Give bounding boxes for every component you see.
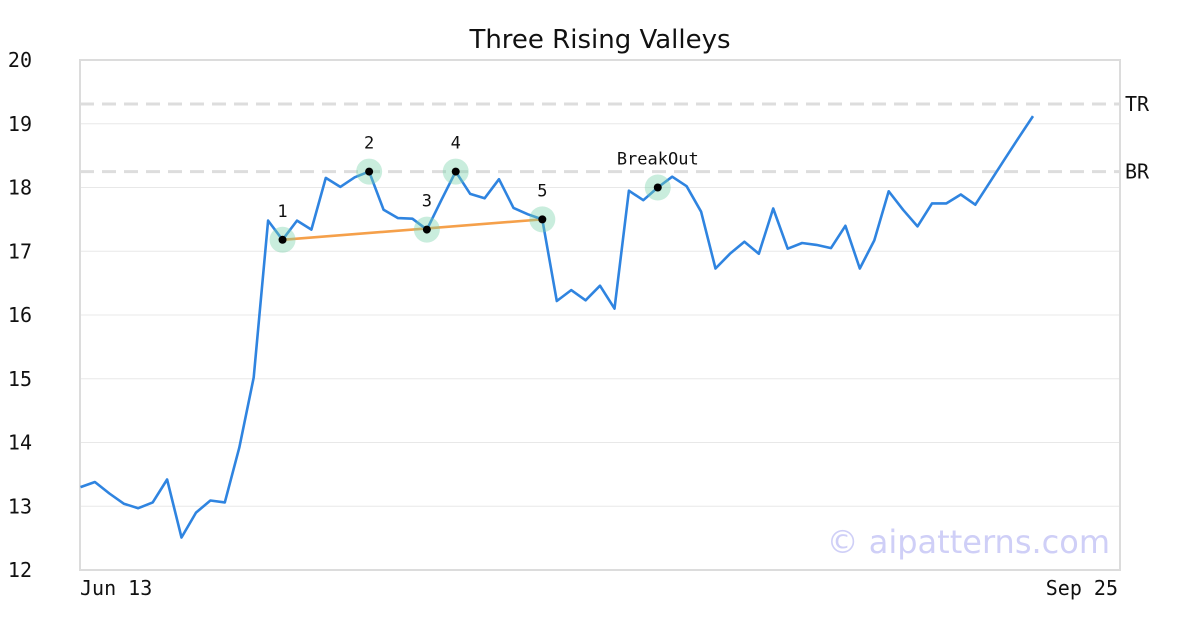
x-tick-label: Jun 13 xyxy=(80,576,152,600)
marker-dot-4 xyxy=(451,167,460,176)
marker-label-breakout: BreakOut xyxy=(617,150,699,170)
reference-label-tr: TR xyxy=(1125,92,1150,116)
marker-label-5: 5 xyxy=(537,181,547,201)
grid xyxy=(80,123,1120,507)
watermark: © aipatterns.com xyxy=(827,523,1110,561)
price-line xyxy=(80,115,1035,539)
marker-label-3: 3 xyxy=(422,192,432,212)
marker-label-4: 4 xyxy=(451,134,461,154)
y-tick-label: 20 xyxy=(8,48,32,72)
price-series xyxy=(80,115,1035,539)
marker-label-1: 1 xyxy=(277,202,287,222)
reference-lines: TR BR xyxy=(80,92,1150,184)
y-axis-ticks: 12 13 14 15 16 17 18 19 20 xyxy=(8,48,32,582)
y-tick-label: 13 xyxy=(8,494,32,518)
plot-frame xyxy=(79,59,1121,571)
x-axis-ticks: Jun 13 Sep 25 xyxy=(80,576,1118,600)
y-tick-label: 15 xyxy=(8,367,32,391)
marker-dot-2 xyxy=(365,167,374,176)
y-tick-label: 14 xyxy=(8,431,32,455)
x-tick-label: Sep 25 xyxy=(1046,576,1118,600)
trendline xyxy=(282,218,543,242)
y-tick-label: 19 xyxy=(8,112,32,136)
y-tick-label: 18 xyxy=(8,176,32,200)
chart-title: Three Rising Valleys xyxy=(468,25,730,55)
y-tick-label: 12 xyxy=(8,558,32,582)
valley-trendline xyxy=(282,218,543,242)
pattern-markers: 1 2 3 4 5 BreakOut xyxy=(269,134,699,253)
marker-dot-5 xyxy=(538,215,547,224)
y-tick-label: 16 xyxy=(8,303,32,327)
reference-label-br: BR xyxy=(1125,160,1150,184)
marker-dot-1 xyxy=(278,235,287,244)
marker-dot-3 xyxy=(422,225,431,234)
marker-dot-breakout xyxy=(653,183,662,192)
y-tick-label: 17 xyxy=(8,239,32,263)
marker-label-2: 2 xyxy=(364,134,374,154)
